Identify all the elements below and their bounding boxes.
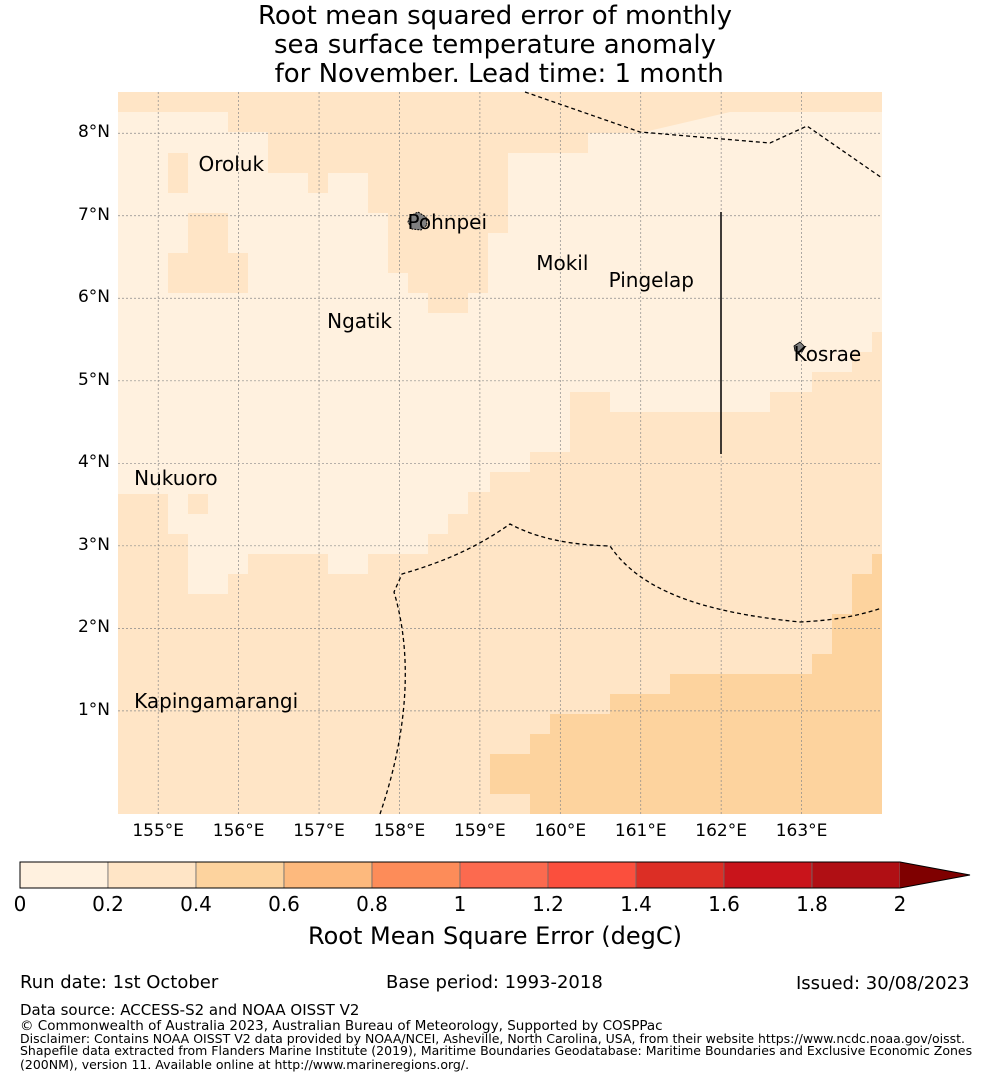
colorbar-segment	[195, 861, 285, 889]
place-label-ngatik: Ngatik	[327, 309, 393, 334]
colorbar-tick-label: 1.6	[708, 892, 740, 916]
place-label-kapingamarangi: Kapingamarangi	[134, 688, 299, 713]
colorbar-label: Root Mean Square Error (degC)	[308, 922, 682, 950]
copyright: © Commonwealth of Australia 2023, Austra…	[20, 1018, 663, 1034]
colorbar-tick-label: 1	[453, 892, 467, 916]
colorbar-tick-label: 2	[893, 892, 907, 916]
colorbar-tick-label: 1.2	[532, 892, 564, 916]
lat-tick-label: 1°N	[77, 699, 110, 720]
field-patch	[168, 253, 248, 293]
title-line-3: for November. Lead time: 1 month	[266, 59, 724, 89]
colorbar-segment	[371, 861, 461, 889]
place-label-pingelap: Pingelap	[608, 267, 694, 292]
colorbar-extend-arrow	[900, 862, 970, 888]
title-line-2: sea surface temperature anomaly	[274, 30, 716, 60]
colorbar-segment	[459, 861, 549, 889]
title-line-1: Root mean squared error of monthly	[257, 1, 733, 31]
lon-tick-label: 158°E	[373, 821, 426, 841]
place-label-oroluk: Oroluk	[198, 152, 265, 177]
lon-tick-label: 157°E	[293, 821, 345, 841]
disclaimer-line-3: (200NM), version 11. Available online at…	[20, 1057, 470, 1072]
colorbar-segment	[283, 861, 373, 889]
colorbar-tick-label: 1.8	[796, 892, 828, 916]
colorbar	[19, 861, 971, 889]
issued-date: Issued: 30/08/2023	[796, 973, 970, 994]
lon-tick-label: 155°E	[132, 821, 185, 841]
lon-tick-label: 159°E	[454, 821, 506, 841]
place-label-nukuoro: Nukuoro	[134, 465, 218, 490]
colorbar-segment	[107, 861, 197, 889]
lon-tick-label: 163°E	[775, 821, 828, 841]
field-band-0.4-0.6	[490, 554, 882, 814]
colorbar-segment	[811, 861, 901, 889]
data-source: Data source: ACCESS-S2 and NOAA OISST V2	[20, 1001, 360, 1019]
place-label-pohnpei: Pohnpei	[407, 210, 488, 235]
colorbar-segment	[723, 861, 813, 889]
colorbar-tick-label: 0.6	[268, 892, 300, 916]
lon-tick-label: 156°E	[212, 821, 265, 841]
disclaimer-line-1: Disclaimer: Contains NOAA OISST V2 data …	[20, 1031, 965, 1046]
base-period: Base period: 1993-2018	[386, 972, 603, 993]
run-date: Run date: 1st October	[20, 972, 219, 993]
rmse-field	[118, 92, 882, 814]
disclaimer-line-2: Shapefile data extracted from Flanders M…	[20, 1043, 973, 1058]
colorbar-tick-label: 0.4	[180, 892, 212, 916]
field-patch	[148, 112, 208, 132]
lat-tick-label: 5°N	[77, 369, 110, 390]
colorbar-tick-label: 0.2	[92, 892, 124, 916]
colorbar-segment	[19, 861, 109, 889]
place-label-kosrae: Kosrae	[793, 342, 862, 367]
eez-boundary-north	[524, 91, 883, 179]
lat-tick-label: 2°N	[77, 617, 110, 638]
lon-tick-label: 160°E	[534, 821, 587, 841]
lat-tick-label: 6°N	[77, 287, 110, 308]
field-patch	[168, 153, 188, 193]
lat-tick-label: 3°N	[77, 534, 110, 555]
pohnpei-island	[407, 211, 428, 231]
colorbar-segment	[547, 861, 637, 889]
graticule	[118, 92, 882, 814]
eez-boundary-south	[379, 523, 883, 815]
islands	[407, 211, 806, 353]
chart-title: Root mean squared error of monthly sea s…	[0, 2, 990, 89]
field-patch	[428, 293, 468, 313]
eez-boundaries	[379, 91, 883, 815]
colorbar-segment	[635, 861, 725, 889]
field-band-0-0.2	[118, 112, 882, 594]
colorbar-frame	[19, 861, 971, 889]
lon-tick-label: 161°E	[614, 821, 667, 841]
lat-tick-label: 7°N	[77, 204, 110, 225]
lat-tick-label: 4°N	[77, 452, 110, 473]
colorbar-tick-label: 0.8	[356, 892, 388, 916]
lat-tick-label: 8°N	[77, 122, 110, 143]
lon-tick-label: 162°E	[695, 821, 747, 841]
field-patch	[188, 494, 208, 514]
colorbar-tick-label: 0	[13, 892, 27, 916]
place-label-mokil: Mokil	[536, 251, 589, 276]
kosrae-island	[793, 341, 806, 353]
field-patch	[188, 213, 228, 253]
colorbar-tick-label: 1.4	[620, 892, 652, 916]
